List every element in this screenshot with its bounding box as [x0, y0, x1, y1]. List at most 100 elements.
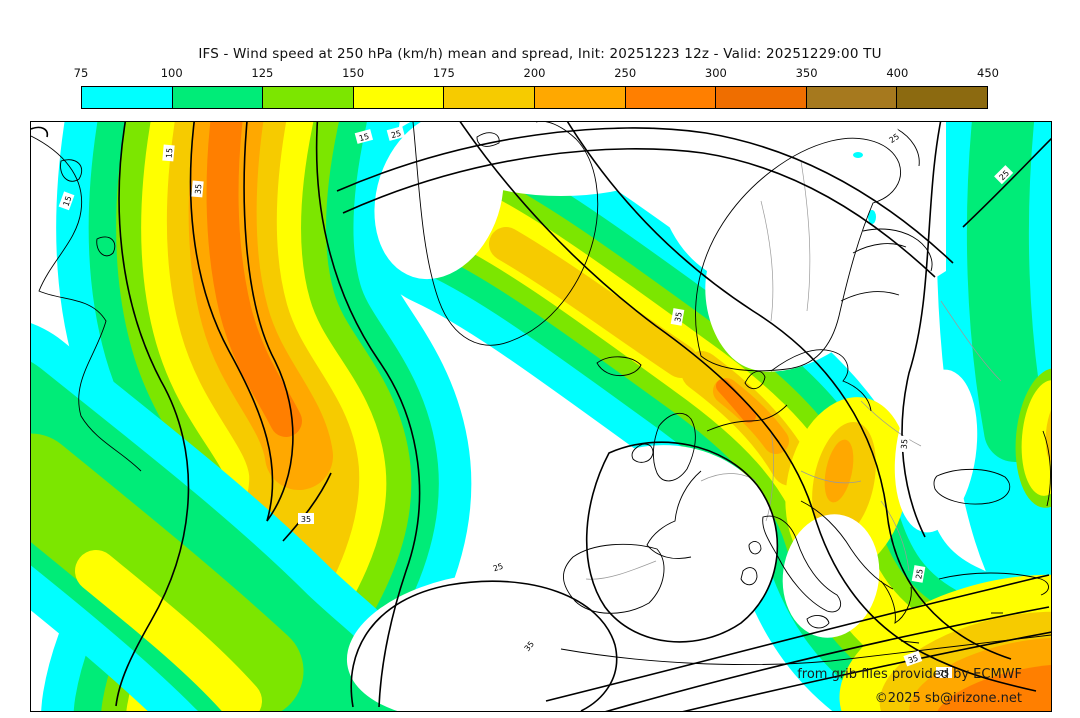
coast-corsica [748, 541, 762, 555]
calm-south-center [656, 671, 776, 711]
lake-1 [853, 152, 863, 158]
coast-ireland [631, 443, 654, 463]
colorbar-segment-400-450 [897, 87, 987, 108]
svg-text:25: 25 [492, 561, 505, 573]
contour-label-25: 25 [911, 565, 926, 583]
contour-label-15: 15 [58, 191, 75, 211]
coast-gulf-finland [840, 291, 900, 302]
calm-italy [782, 514, 880, 638]
map-frame: 15 35 15 15 25 35 25 25 35 25 35 35 25 35 75 [30, 121, 1052, 712]
colorbar-ticks: 75 100 125 150 175 200 250 300 350 400 450 [74, 66, 999, 82]
svg-text:25: 25 [390, 129, 402, 140]
coastlines-layer [31, 122, 1051, 666]
contour-label-25: 25 [488, 558, 508, 575]
coast-svalbard [476, 132, 500, 147]
colorbar-tick-175: 175 [432, 66, 455, 80]
wind-speed-fill-layer [31, 122, 1051, 711]
page-title: IFS - Wind speed at 250 hPa (km/h) mean … [198, 46, 882, 62]
coast-labrador [96, 236, 116, 257]
coast-baffin-island [60, 159, 83, 182]
calm-arctic [431, 122, 691, 196]
coast-caspian [1042, 430, 1051, 507]
colorbar-tick-300: 300 [704, 66, 727, 80]
colorbar-tick-125: 125 [251, 66, 274, 80]
calm-scandinavia [646, 122, 946, 372]
band-sw-yellow [75, 550, 262, 711]
svg-text:35: 35 [900, 439, 910, 450]
contour-label-25: 25 [386, 126, 406, 141]
coast-uk [652, 412, 696, 482]
svg-text:15: 15 [358, 132, 370, 143]
coast-sardinia [740, 567, 758, 586]
spread-contours-layer [31, 122, 1051, 711]
attribution-copyright: ©2025 sb@irizone.net [874, 691, 1022, 706]
coast-denmark [744, 370, 766, 390]
contour-label-35: 35 [670, 308, 685, 326]
coast-greece [880, 580, 912, 624]
colorbar-tick-150: 150 [342, 66, 365, 80]
colorbar-segment-200-250 [534, 87, 626, 108]
contour-label-15: 15 [162, 144, 175, 162]
calm-east-mediterranean [894, 369, 978, 533]
attribution-source: from grib files provided by ECMWF [797, 667, 1022, 682]
svg-text:35: 35 [301, 515, 311, 524]
coast-italy [762, 515, 841, 613]
jet-atlantic-orange-core [206, 122, 302, 437]
colorbar-segment-175-200 [444, 87, 535, 108]
colorbar-tick-200: 200 [523, 66, 546, 80]
colorbar-tick-75: 75 [73, 66, 89, 80]
coast-black-sea [933, 468, 1011, 505]
east-europe-amber [824, 439, 854, 503]
svg-text:35: 35 [907, 653, 920, 665]
coast-gulf-bothnia [852, 243, 907, 254]
coast-north-africa [560, 634, 1051, 666]
colorbar-segment-350-400 [806, 87, 898, 108]
jet-mideast-orange [935, 664, 1051, 711]
coast-iberia [563, 543, 665, 614]
coast-scandinavia [695, 137, 901, 372]
colorbar-tick-100: 100 [160, 66, 183, 80]
svg-text:35: 35 [194, 184, 204, 195]
svg-text:15: 15 [61, 195, 73, 208]
jet-europe-gold-nw [489, 227, 698, 378]
calm-west-europe [587, 445, 778, 642]
colorbar-segments [81, 86, 988, 109]
colorbar-segment-250-300 [625, 87, 717, 108]
colorbar-tick-350: 350 [795, 66, 818, 80]
coast-greenland [412, 122, 599, 346]
coast-baltic [770, 349, 872, 412]
coast-adriatic-balkans [800, 500, 894, 590]
colorbar-segment-75-100 [82, 87, 173, 108]
colorbar-segment-150-175 [353, 87, 445, 108]
svg-text:15: 15 [165, 148, 175, 159]
contour-label-75: 75 [936, 667, 952, 678]
svg-text:25: 25 [914, 568, 925, 580]
colorbar-segment-100-125 [172, 87, 264, 108]
colorbar-tick-450: 450 [977, 66, 999, 80]
coast-iceland [596, 356, 642, 377]
colorbar-tick-250: 250 [614, 66, 637, 80]
colorbar-tick-400: 400 [886, 66, 909, 80]
contour-label-15: 15 [354, 129, 374, 144]
contour-label-35: 35 [298, 513, 314, 524]
colorbar-segment-300-350 [716, 87, 807, 108]
coast-canada [31, 135, 142, 472]
contour-label-35: 35 [191, 180, 204, 198]
jet-europe-orange-core [716, 379, 756, 423]
contour-label-35: 35 [897, 435, 910, 453]
coast-novaya-zemlya [896, 128, 920, 167]
svg-text:35: 35 [673, 311, 684, 323]
svg-text:75: 75 [939, 669, 949, 678]
band-east-green [966, 122, 1046, 462]
coast-sicily [806, 615, 830, 629]
lake-2 [868, 210, 876, 224]
band-sw-chartreuse [31, 433, 304, 711]
coast-france [646, 470, 702, 559]
contour-label-35: 35 [903, 650, 923, 667]
calm-azores [346, 572, 616, 711]
coast-north-sea [706, 404, 788, 432]
colorbar-segment-125-150 [263, 87, 354, 108]
